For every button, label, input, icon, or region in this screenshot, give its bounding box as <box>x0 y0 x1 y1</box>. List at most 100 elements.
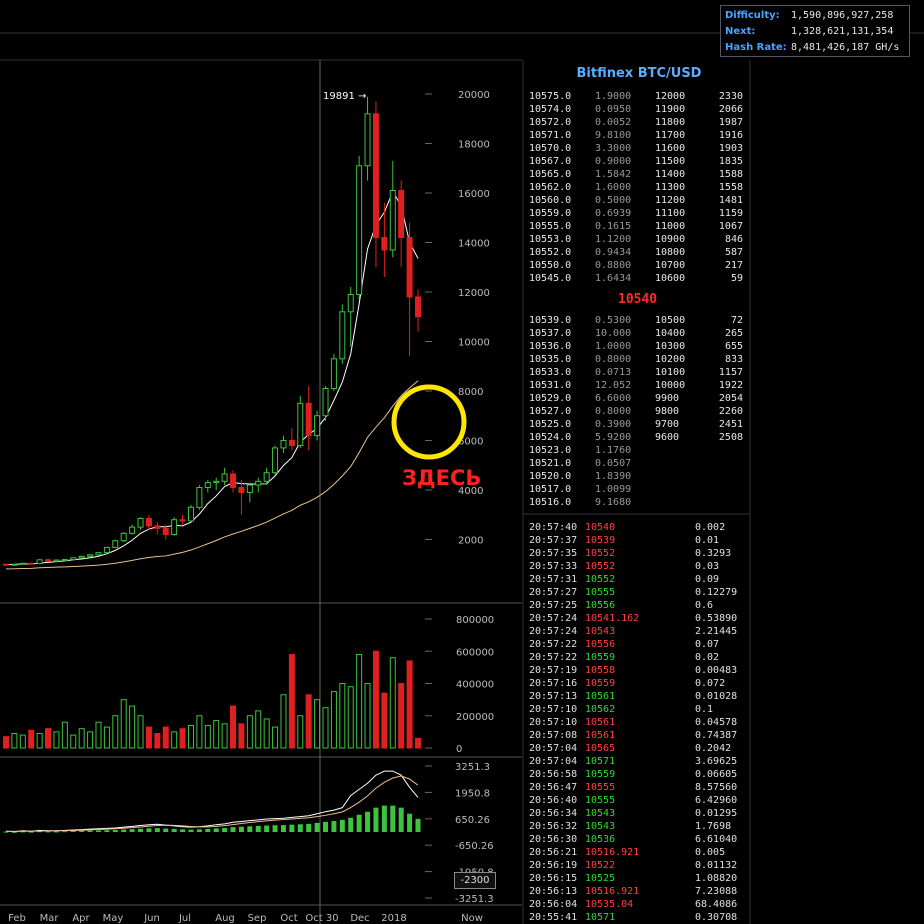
volume-bar <box>204 724 211 749</box>
bid-amount: 0.0507 <box>595 458 632 469</box>
ask-cumulative: 1835 <box>718 156 743 167</box>
bid-amount: 0.8000 <box>595 406 632 417</box>
ask-cumulative: 1903 <box>718 143 743 154</box>
trade-time: 20:57:08 <box>529 730 578 741</box>
price-tick-label: 4000 <box>458 486 483 497</box>
trade-amount: 0.00483 <box>695 665 738 676</box>
macd-current-tag: -2300 <box>454 872 496 889</box>
volume-bar <box>406 660 413 749</box>
bid-price: 10539.0 <box>529 315 572 326</box>
bid-price: 10517.0 <box>529 484 572 495</box>
trade-price: 10535.04 <box>585 899 634 910</box>
ask-cumulative: 1987 <box>718 117 743 128</box>
candle-body <box>356 165 363 295</box>
bid-level: 9900 <box>655 393 680 404</box>
macd-histogram-bar <box>45 831 51 833</box>
ask-row: 10553.0 1.1200 10900 846 <box>529 233 743 246</box>
trade-amount: 3.69625 <box>695 756 738 767</box>
volume-bar <box>129 705 136 749</box>
volume-bar <box>280 694 287 749</box>
trade-time: 20:56:30 <box>529 834 578 845</box>
ask-row: 10550.0 0.8800 10700 217 <box>529 259 743 272</box>
ask-row: 10545.0 1.6434 10600 59 <box>529 272 743 285</box>
trade-price: 10525 <box>585 873 616 884</box>
candle-body <box>162 527 169 536</box>
bid-amount: 1.0000 <box>595 341 632 352</box>
ask-price: 10555.0 <box>529 221 572 232</box>
hashrate-row: Hash Rate: 8,481,426,187 GH/s <box>725 39 905 55</box>
candle-body <box>70 557 77 561</box>
trade-row: 20:57:24 10541.162 0.53890 <box>529 612 749 625</box>
bid-cumulative: 265 <box>724 328 743 339</box>
price-tick-label: 6000 <box>458 437 483 448</box>
bid-level: 9800 <box>655 406 680 417</box>
ask-cumulative: 1159 <box>718 208 743 219</box>
macd-histogram-bar <box>306 823 312 832</box>
date-label: Oct <box>280 913 297 924</box>
ask-amount: 0.8800 <box>595 260 632 271</box>
candle-body <box>263 472 270 482</box>
price-tick-label: 14000 <box>458 239 490 250</box>
ask-level: 11100 <box>655 208 686 219</box>
bid-level: 10400 <box>655 328 686 339</box>
date-label: Oct 30 <box>305 913 338 924</box>
bid-level: 10000 <box>655 380 686 391</box>
bid-amount: 5.9200 <box>595 432 632 443</box>
trade-time: 20:56:32 <box>529 821 578 832</box>
trade-row: 20:55:41 10571 0.30708 <box>529 911 749 924</box>
candle-body <box>171 519 178 536</box>
bid-price: 10524.0 <box>529 432 572 443</box>
macd-histogram-bar <box>348 817 354 832</box>
candle-body <box>103 546 110 554</box>
volume-bar <box>145 726 152 749</box>
ask-amount: 1.5842 <box>595 169 632 180</box>
volume-bar <box>179 728 186 749</box>
bid-price: 10520.0 <box>529 471 572 482</box>
ask-amount: 0.1615 <box>595 221 632 232</box>
date-label: Jun <box>143 913 160 924</box>
bid-level <box>655 483 703 496</box>
bid-row: 10521.0 0.0507 <box>529 457 743 470</box>
bid-cumulative <box>703 496 743 509</box>
trade-amount: 7.23088 <box>695 886 738 897</box>
trade-price: 10558 <box>585 665 616 676</box>
trade-amount: 0.06605 <box>695 769 738 780</box>
price-tick-label: 10000 <box>458 338 490 349</box>
trade-row: 20:56:47 10555 8.57560 <box>529 781 749 794</box>
bid-cumulative <box>703 444 743 457</box>
trade-amount: 0.01132 <box>695 860 738 871</box>
trade-row: 20:57:13 10561 0.01028 <box>529 690 749 703</box>
ask-cumulative: 846 <box>724 234 743 245</box>
ask-price: 10553.0 <box>529 234 572 245</box>
macd-histogram-bar <box>289 824 295 832</box>
volume-bar <box>171 731 178 749</box>
trade-price: 10522 <box>585 860 616 871</box>
candle-body <box>255 480 262 486</box>
bid-row: 10516.0 9.1680 <box>529 496 743 509</box>
trade-time: 20:56:58 <box>529 769 578 780</box>
trade-time: 20:56:13 <box>529 886 578 897</box>
candle-body <box>112 540 119 548</box>
candle-body <box>221 473 228 482</box>
trade-amount: 0.01 <box>695 535 720 546</box>
ask-cumulative: 2330 <box>718 91 743 102</box>
difficulty-row: Difficulty: 1,590,896,927,258 <box>725 7 905 23</box>
macd-histogram-bar <box>62 831 68 833</box>
ask-level: 11200 <box>655 195 686 206</box>
trade-amount: 68.4086 <box>695 899 738 910</box>
trade-row: 20:57:08 10561 0.74387 <box>529 729 749 742</box>
ask-cumulative: 1916 <box>718 130 743 141</box>
bid-level: 9700 <box>655 419 680 430</box>
bid-price: 10521.0 <box>529 458 572 469</box>
candle-body <box>95 552 102 556</box>
volume-bar <box>137 715 144 749</box>
ask-level: 12000 <box>655 91 686 102</box>
macd-histogram-bar <box>53 831 59 833</box>
candle-body <box>364 113 371 167</box>
bid-row: 10537.0 10.000 10400 265 <box>529 327 743 340</box>
ask-price: 10572.0 <box>529 117 572 128</box>
trade-price: 10541.162 <box>585 613 640 624</box>
trade-row: 20:56:21 10516.921 0.005 <box>529 846 749 859</box>
volume-bar <box>230 705 237 749</box>
